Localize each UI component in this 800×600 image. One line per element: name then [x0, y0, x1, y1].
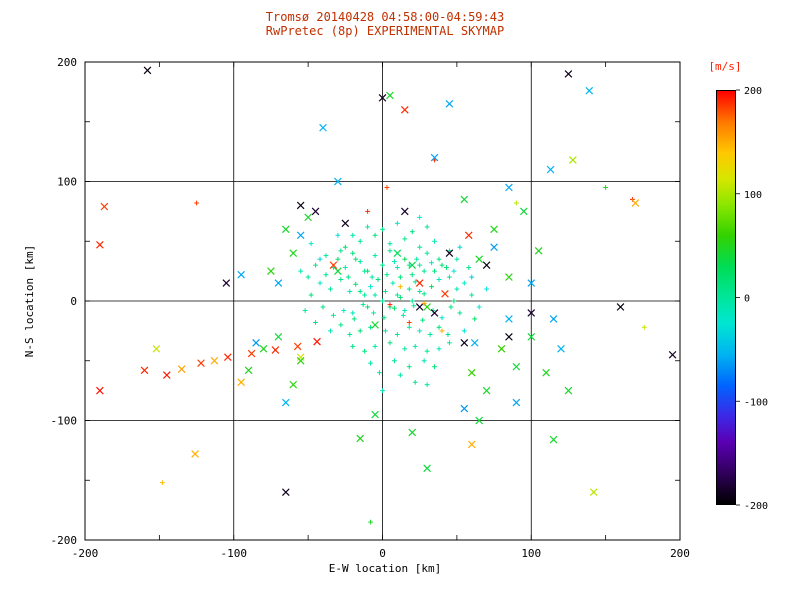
tick-label: -100: [221, 547, 248, 560]
chart-subtitle: RwPretec (8p) EXPERIMENTAL SKYMAP: [265, 24, 505, 38]
tick-label: 0: [744, 294, 750, 305]
y-axis-label: N-S location [km]: [23, 244, 36, 358]
x-axis-label: E-W location [km]: [328, 562, 442, 575]
tick-label: -100: [744, 397, 768, 408]
tick-label: -100: [51, 415, 78, 428]
tick-label: -200: [744, 501, 768, 512]
chart-title: Tromsø 20140428 04:58:00-04:59:43: [265, 10, 505, 24]
tick-label: 0: [70, 295, 77, 308]
tick-label: 100: [521, 547, 541, 560]
tick-label: 200: [57, 56, 77, 69]
tick-label: -200: [51, 534, 78, 547]
tick-label: 200: [744, 86, 762, 97]
colorbar: [716, 90, 736, 505]
tick-label: 200: [670, 547, 690, 560]
tick-label: -200: [72, 547, 99, 560]
tick-label: 100: [744, 190, 762, 201]
tick-label: 0: [379, 547, 386, 560]
tick-label: 100: [57, 176, 77, 189]
colorbar-unit-label: [m/s]: [708, 60, 742, 73]
